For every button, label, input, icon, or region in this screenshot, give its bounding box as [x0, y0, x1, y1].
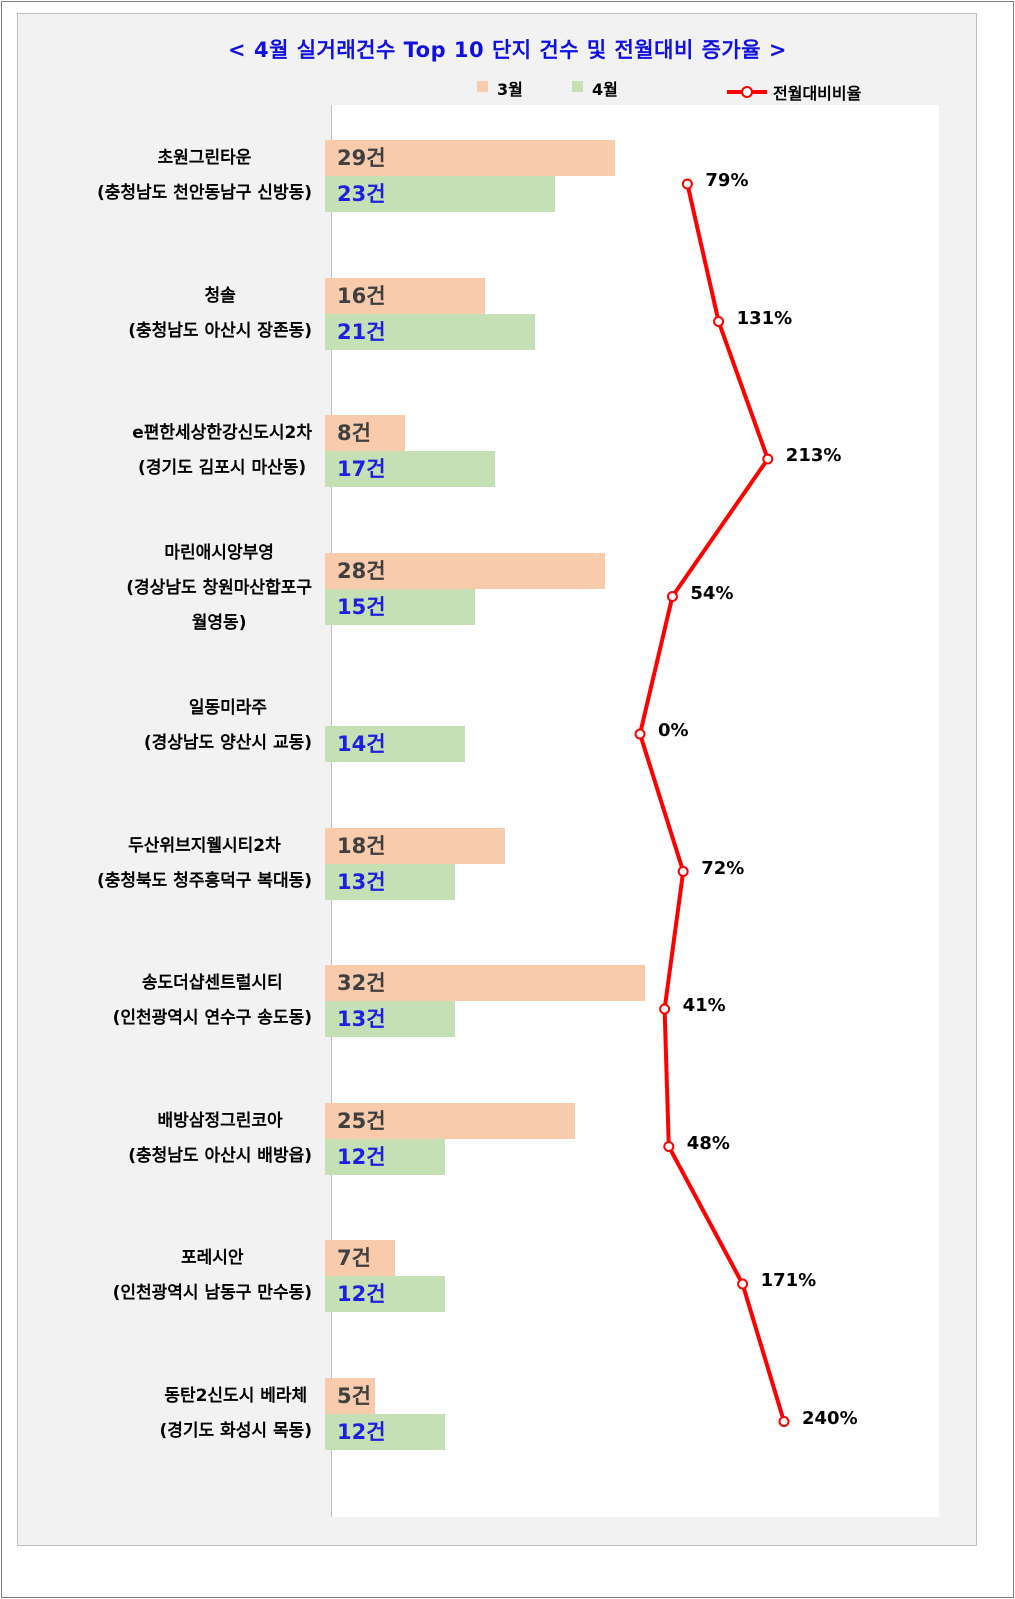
bar-label-april: 13건 [337, 869, 386, 894]
bar-march [325, 1102, 575, 1139]
category-label: e편한세상한강신도시2차 (경기도 김포시 마산동) [132, 416, 312, 486]
category-label: 초원그린타운 (충청남도 천안동남구 신방동) [97, 141, 312, 211]
complex-name: 포레시안 [181, 1248, 244, 1268]
ratio-point [677, 866, 689, 877]
ratio-point [659, 1003, 671, 1015]
bar-march [325, 277, 485, 314]
bar-march [325, 140, 615, 176]
bar-march [325, 965, 645, 1001]
bar-label-march: 32건 [337, 971, 386, 995]
complex-name: 일동미라주 [188, 698, 268, 718]
ratio-data-label: 54% [690, 582, 734, 604]
bar-label-april: 21건 [337, 319, 386, 344]
bar-label-april: 12건 [337, 1282, 386, 1306]
bar-label-april: 12건 [337, 1144, 386, 1169]
category-axis-line [331, 105, 332, 1517]
ratio-point [666, 591, 678, 602]
complex-location: (인천광역시 남동구 만수동) [112, 1283, 312, 1303]
bar-label-april: 14건 [337, 732, 386, 756]
ratio-data-label: 213% [785, 445, 842, 466]
category-label: 배방삼정그린코아 (충청남도 아산시 배방읍) [128, 1104, 312, 1174]
legend-swatch-april [572, 81, 583, 92]
bar-march [325, 827, 505, 864]
legend-label-april: 4월 [592, 80, 618, 99]
complex-location: (경상남도 창원마산합포구 [126, 578, 312, 598]
bar-april [325, 1413, 445, 1450]
complex-name: 마린애시앙부영 [164, 543, 274, 563]
complex-name: e편한세상한강신도시2차 [132, 423, 312, 443]
complex-location: (경상남도 양산시 교동) [143, 733, 312, 753]
legend-swatch-march [477, 81, 488, 92]
complex-location: 월영동) [191, 613, 247, 633]
bar-april [325, 451, 495, 487]
bar-label-march: 25건 [337, 1108, 386, 1133]
ratio-data-label: 79% [705, 170, 749, 191]
chart-title: < 4월 실거래건수 Top 10 단지 건수 및 전월대비 증가율 > [228, 38, 787, 62]
bar-label-march: 18건 [337, 833, 386, 858]
bar-label-april: 13건 [337, 1007, 386, 1031]
ratio-point [737, 1278, 749, 1290]
ratio-point [634, 728, 646, 740]
ratio-series-line [638, 183, 786, 1423]
category-label: 청솔 (충청남도 아산시 장존동) [128, 279, 312, 349]
bar-april [325, 863, 455, 900]
category-label: 송도더샵센트럴시티 (인천광역시 연수구 송도동) [113, 966, 312, 1036]
complex-location: (충청남도 천안동남구 신방동) [96, 183, 312, 203]
ratio-data-label: 171% [760, 1270, 817, 1291]
bar-april [325, 1138, 445, 1175]
bar-april [325, 176, 555, 212]
bar-april [325, 1001, 455, 1037]
complex-location: (경기도 김포시 마산동) [138, 458, 307, 478]
category-label: 두산위브지웰시티2차 (충청북도 청주흥덕구 복대동) [97, 829, 312, 899]
complex-name: 배방삼정그린코아 [157, 1110, 283, 1131]
ratio-data-label: 0% [658, 720, 689, 741]
complex-name: 동탄2신도시 베라체 [164, 1385, 308, 1406]
ratio-point [713, 316, 725, 327]
bar-april [325, 726, 465, 762]
ratio-point [762, 453, 774, 465]
ratio-point [778, 1416, 790, 1427]
legend-label-ratio: 전월대비비율 [773, 84, 862, 103]
category-label: 일동미라주 (경상남도 양산시 교동) [144, 691, 312, 761]
bar-label-march: 28건 [337, 558, 386, 583]
bar-march [325, 1377, 375, 1414]
ratio-data-label: 72% [701, 857, 745, 879]
ratio-data-label: 41% [682, 995, 726, 1016]
complex-location: (충청북도 청주흥덕구 복대동) [96, 870, 312, 891]
bar-april [325, 313, 535, 350]
bar-label-march: 29건 [337, 146, 386, 170]
legend-marker-ratio [741, 86, 753, 98]
complex-location: (경기도 화성시 목동) [159, 1420, 313, 1441]
complex-name: 두산위브지웰시티2차 [128, 835, 281, 856]
category-label: 동탄2신도시 베라체 (경기도 화성시 목동) [160, 1379, 313, 1449]
bar-label-march: 5건 [337, 1383, 371, 1408]
legend-label-march: 3월 [497, 80, 523, 99]
bar-march [325, 552, 605, 589]
bar-label-april: 23건 [337, 182, 386, 206]
bar-label-april: 15건 [337, 594, 386, 619]
bar-label-april: 12건 [337, 1419, 386, 1444]
complex-location: (인천광역시 연수구 송도동) [112, 1008, 312, 1028]
bar-label-april: 17건 [337, 457, 386, 481]
ratio-data-label: 131% [736, 307, 793, 329]
bar-april [325, 1276, 445, 1312]
bar-label-march: 16건 [337, 283, 386, 308]
category-label: 포레시안 (인천광역시 남동구 만수동) [113, 1241, 312, 1311]
bar-march [325, 415, 405, 451]
bar-march [325, 1240, 395, 1276]
complex-name: 초원그린타운 [157, 148, 252, 168]
bar-label-march: 8건 [337, 421, 371, 445]
ratio-point [681, 178, 693, 190]
ratio-data-label: 48% [686, 1132, 730, 1154]
ratio-data-label: 240% [802, 1407, 858, 1429]
complex-name: 송도더샵센트럴시티 [141, 973, 283, 993]
bar-label-march: 7건 [337, 1246, 371, 1270]
complex-name: 청솔 [204, 285, 236, 306]
ratio-point [663, 1141, 675, 1152]
bar-april [325, 588, 475, 625]
complex-location: (충청남도 아산시 장존동) [128, 320, 312, 341]
complex-location: (충청남도 아산시 배방읍) [128, 1145, 312, 1166]
